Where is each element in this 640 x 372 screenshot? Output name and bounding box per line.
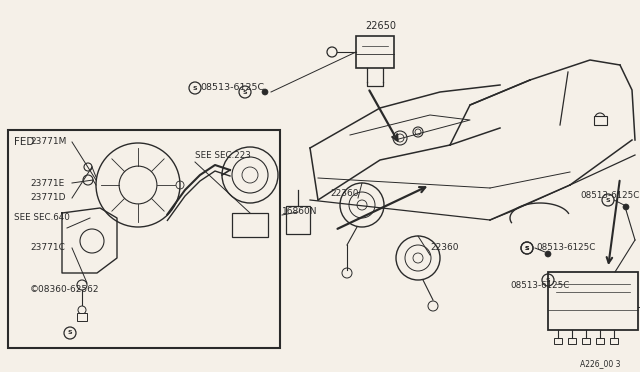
Bar (286, 206, 310, 234)
Circle shape (262, 89, 268, 95)
Text: S: S (68, 330, 72, 336)
Bar (610, 338, 618, 344)
Text: S: S (605, 198, 611, 202)
Text: SEE SEC.223: SEE SEC.223 (195, 151, 251, 160)
Text: S: S (193, 86, 197, 90)
Text: S: S (525, 246, 529, 250)
Text: S: S (525, 246, 529, 250)
Bar (554, 338, 562, 344)
Circle shape (623, 204, 629, 210)
Bar (77, 313, 87, 321)
Bar (596, 338, 604, 344)
Text: 23771D: 23771D (30, 193, 65, 202)
Text: 22650: 22650 (365, 21, 396, 31)
Bar (8, 130, 280, 348)
Bar (232, 213, 268, 237)
Bar (582, 338, 590, 344)
Text: 08513-6125C: 08513-6125C (200, 83, 264, 93)
Text: 23771E: 23771E (30, 179, 64, 187)
Text: 08513-6125C: 08513-6125C (536, 244, 595, 253)
Text: FED: FED (14, 137, 35, 147)
Text: SEE SEC.640: SEE SEC.640 (14, 214, 70, 222)
Text: 16860N: 16860N (282, 208, 317, 217)
Text: 08513-6125C: 08513-6125C (580, 192, 639, 201)
Bar (548, 272, 638, 330)
Text: 23771C: 23771C (30, 244, 65, 253)
Text: A226_00 3: A226_00 3 (580, 359, 621, 369)
Text: S: S (546, 278, 550, 282)
Bar (594, 116, 607, 125)
Text: 23771M: 23771M (30, 138, 67, 147)
Text: ©08360-62562: ©08360-62562 (30, 285, 99, 295)
Text: S: S (243, 90, 247, 94)
Text: 22360: 22360 (330, 189, 358, 198)
Text: 08513-6125C: 08513-6125C (510, 280, 570, 289)
Bar (568, 338, 576, 344)
Bar (356, 36, 394, 68)
Circle shape (545, 251, 551, 257)
Text: 22360: 22360 (430, 244, 458, 253)
